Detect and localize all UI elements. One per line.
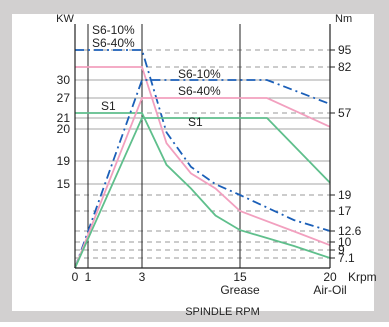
plot-panel [12,14,374,311]
y-right-tick-9: 9 [338,243,345,257]
y-right-tick-95: 95 [338,43,352,57]
x-tick-1: 1 [85,270,92,284]
y-right-tick-19: 19 [338,188,352,202]
annotation-power-s6-40pct: S6-40% [178,84,221,98]
x-tick-0: 0 [72,270,79,284]
y-left-tick-19: 19 [57,154,71,168]
y-right-tick-17: 17 [338,204,352,218]
y-left-tick-27: 27 [57,91,71,105]
x-axis-title: SPINDLE RPM [185,306,260,318]
y-left-tick-20: 20 [57,122,71,136]
annotation-torque-s6-40pct: S6-40% [92,36,135,50]
annotation-torque-s6-10pct: S6-10% [92,23,135,37]
power-curve-s6-10pct [74,79,331,269]
y-right-tick-10: 10 [338,235,352,249]
x-sublabel-air-oil: Air-Oil [313,283,346,297]
power-curve-s6-40pct [74,97,331,269]
x-tick-15: 15 [233,270,247,284]
power-curve-s1 [74,117,331,269]
y-right-tick-12.6: 12.6 [338,224,362,238]
y-left-unit: KW [56,13,74,25]
x-unit-label: Krpm [348,270,377,284]
y-right-tick-82: 82 [338,60,352,74]
y-left-tick-21: 21 [57,111,71,125]
y-right-unit: Nm [335,13,352,25]
x-tick-20: 20 [323,270,337,284]
y-right-tick-7.1: 7.1 [338,251,355,265]
annotation-torque-s1: S1 [101,99,116,113]
x-tick-3: 3 [139,270,146,284]
annotation-power-s6-10pct: S6-10% [178,67,221,81]
y-left-tick-30: 30 [57,73,71,87]
torque-curve-s1 [75,112,331,259]
y-right-tick-57: 57 [338,106,352,120]
y-left-tick-15: 15 [57,177,71,191]
annotation-power-s1: S1 [188,115,203,129]
x-sublabel-grease: Grease [220,283,260,297]
torque-curve-s6-10pct [75,49,331,232]
